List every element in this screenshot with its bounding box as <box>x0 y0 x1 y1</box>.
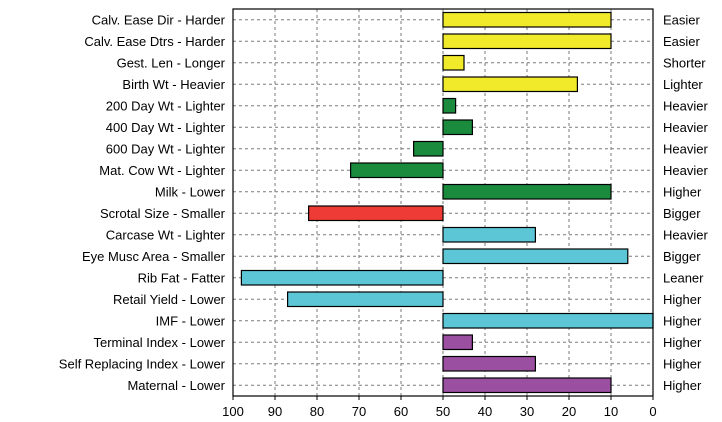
bar-16 <box>442 355 537 372</box>
bar-14 <box>442 312 654 329</box>
direction-label-9: Bigger <box>663 206 701 221</box>
category-label-5: 400 Day Wt - Lighter <box>106 120 226 135</box>
bar-2 <box>442 54 465 71</box>
category-label-11: Eye Musc Area - Smaller <box>82 249 226 264</box>
bar-11 <box>442 248 629 265</box>
direction-label-12: Leaner <box>663 270 704 285</box>
direction-label-7: Heavier <box>663 163 708 178</box>
category-label-8: Milk - Lower <box>155 184 226 199</box>
x-tick-label-4: 60 <box>394 404 408 419</box>
category-label-7: Mat. Cow Wt - Lighter <box>99 163 225 178</box>
category-label-0: Calv. Ease Dir - Harder <box>92 12 226 27</box>
direction-label-4: Heavier <box>663 98 708 113</box>
category-label-10: Carcase Wt - Lighter <box>106 227 226 242</box>
bar-8 <box>442 183 612 200</box>
x-tick-labels: 100 90 80 70 60 50 40 30 20 10 0 <box>222 396 657 419</box>
category-label-15: Terminal Index - Lower <box>94 335 226 350</box>
direction-label-13: Higher <box>663 292 702 307</box>
bar-17 <box>442 377 612 394</box>
x-tick-label-1: 90 <box>268 404 282 419</box>
category-label-9: Scrotal Size - Smaller <box>100 206 226 221</box>
category-label-1: Calv. Ease Dtrs - Harder <box>84 34 225 49</box>
category-label-16: Self Replacing Index - Lower <box>59 356 226 371</box>
direction-label-0: Easier <box>663 12 701 27</box>
category-label-6: 600 Day Wt - Lighter <box>106 141 226 156</box>
bar-3 <box>442 76 578 93</box>
x-tick-label-9: 10 <box>604 404 618 419</box>
direction-label-1: Easier <box>663 34 701 49</box>
x-tick-label-10: 0 <box>649 404 656 419</box>
x-tick-label-7: 30 <box>520 404 534 419</box>
bar-9 <box>308 205 444 222</box>
x-tick-label-6: 40 <box>478 404 492 419</box>
x-tick-label-3: 70 <box>352 404 366 419</box>
direction-label-5: Heavier <box>663 120 708 135</box>
x-tick-label-2: 80 <box>310 404 324 419</box>
category-label-2: Gest. Len - Longer <box>117 55 226 70</box>
direction-label-15: Higher <box>663 335 702 350</box>
bar-7 <box>350 162 444 179</box>
bar-15 <box>442 334 473 351</box>
category-label-4: 200 Day Wt - Lighter <box>106 98 226 113</box>
direction-label-2: Shorter <box>663 55 706 70</box>
direction-label-10: Heavier <box>663 227 708 242</box>
bar-5 <box>442 119 473 136</box>
x-tick-label-0: 100 <box>222 404 244 419</box>
x-tick-label-8: 20 <box>562 404 576 419</box>
bar-13 <box>287 291 444 308</box>
direction-label-11: Bigger <box>663 249 701 264</box>
category-label-17: Maternal - Lower <box>127 378 225 393</box>
direction-label-14: Higher <box>663 313 702 328</box>
bar-6 <box>413 140 444 157</box>
bar-12 <box>240 269 444 286</box>
bars <box>240 11 654 394</box>
bar-1 <box>442 33 612 50</box>
direction-label-8: Higher <box>663 184 702 199</box>
category-labels: Calv. Ease Dir - Harder Calv. Ease Dtrs -… <box>59 12 226 393</box>
direction-label-16: Higher <box>663 356 702 371</box>
direction-label-6: Heavier <box>663 141 708 156</box>
bar-0 <box>442 11 612 28</box>
direction-label-17: Higher <box>663 378 702 393</box>
category-label-13: Retail Yield - Lower <box>113 292 226 307</box>
direction-label-3: Lighter <box>663 77 703 92</box>
x-tick-label-5: 50 <box>436 404 450 419</box>
category-label-3: Birth Wt - Heavier <box>122 77 225 92</box>
direction-labels: Easier Easier Shorter Lighter Heavier Heavier… <box>663 12 708 393</box>
category-label-14: IMF - Lower <box>156 313 226 328</box>
bar-4 <box>442 97 457 114</box>
bar-10 <box>442 226 537 243</box>
category-label-12: Rib Fat - Fatter <box>138 270 226 285</box>
